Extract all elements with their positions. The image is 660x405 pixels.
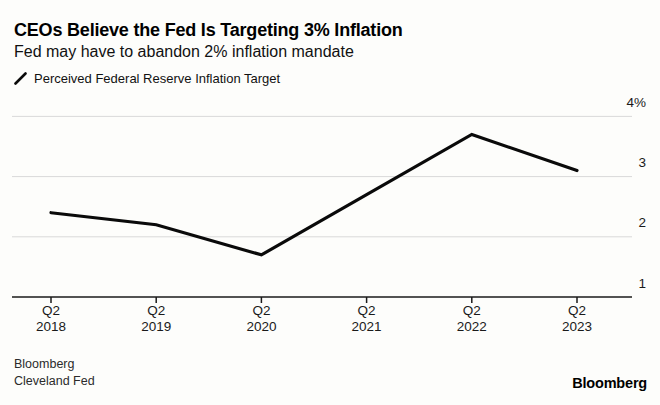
source-line: Bloomberg [14,356,95,373]
source-line: Cleveland Fed [14,373,95,390]
x-axis-quarter-label: Q2 [252,303,270,318]
legend-label: Perceived Federal Reserve Inflation Targ… [34,71,280,86]
x-axis-year-label: 2019 [141,319,171,334]
x-axis-quarter-label: Q2 [42,303,60,318]
y-axis-tick-label: 4% [626,96,646,110]
line-chart: 4%321Q22018Q22019Q22020Q22021Q22022Q2202… [0,96,660,346]
x-axis-year-label: 2021 [352,319,382,334]
x-axis-year-label: 2022 [457,319,487,334]
x-axis-year-label: 2023 [562,319,592,334]
x-axis-quarter-label: Q2 [568,303,586,318]
x-axis-year-label: 2020 [246,319,276,334]
slash-line-icon [14,72,27,85]
chart-subtitle: Fed may have to abandon 2% inflation man… [14,43,354,61]
source-note: Bloomberg Cleveland Fed [14,356,95,389]
y-axis-tick-label: 2 [638,215,646,230]
chart-title: CEOs Believe the Fed Is Targeting 3% Inf… [14,20,403,41]
x-axis-year-label: 2018 [36,319,66,334]
bloomberg-logo: Bloomberg [572,375,647,391]
legend: Perceived Federal Reserve Inflation Targ… [14,70,280,86]
y-axis-tick-label: 3 [638,155,646,170]
x-axis-quarter-label: Q2 [463,303,481,318]
x-axis-quarter-label: Q2 [358,303,376,318]
x-axis-quarter-label: Q2 [147,303,165,318]
y-axis-tick-label: 1 [638,276,646,291]
